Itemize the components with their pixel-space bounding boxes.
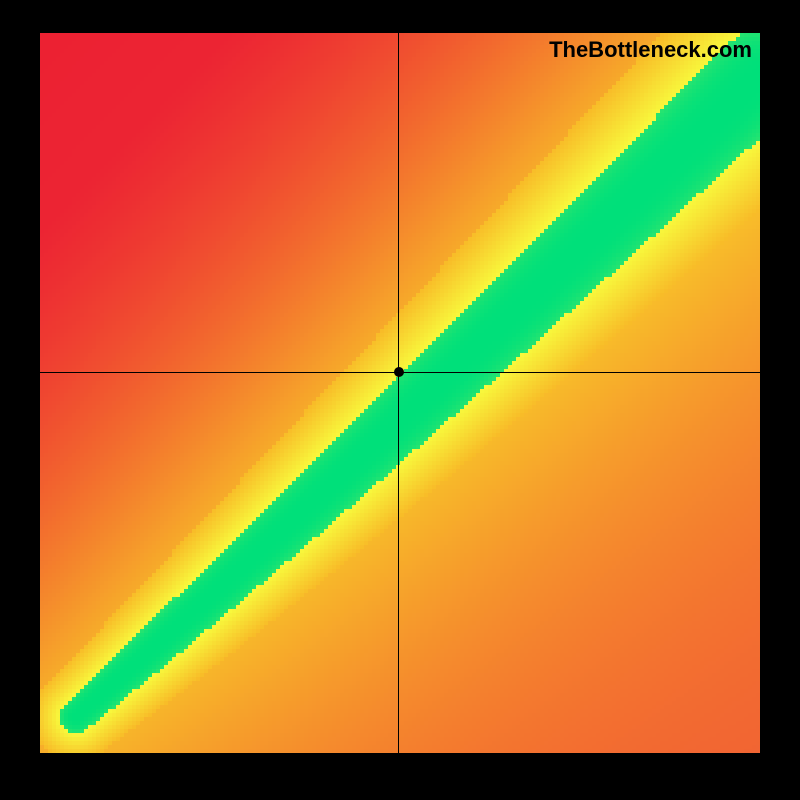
- chart-container: TheBottleneck.com: [0, 0, 800, 800]
- data-point-marker[interactable]: [394, 367, 404, 377]
- plot-area: TheBottleneck.com: [40, 33, 760, 753]
- crosshair-vertical: [398, 33, 399, 753]
- heatmap-canvas: [40, 33, 760, 753]
- watermark-text: TheBottleneck.com: [549, 37, 752, 63]
